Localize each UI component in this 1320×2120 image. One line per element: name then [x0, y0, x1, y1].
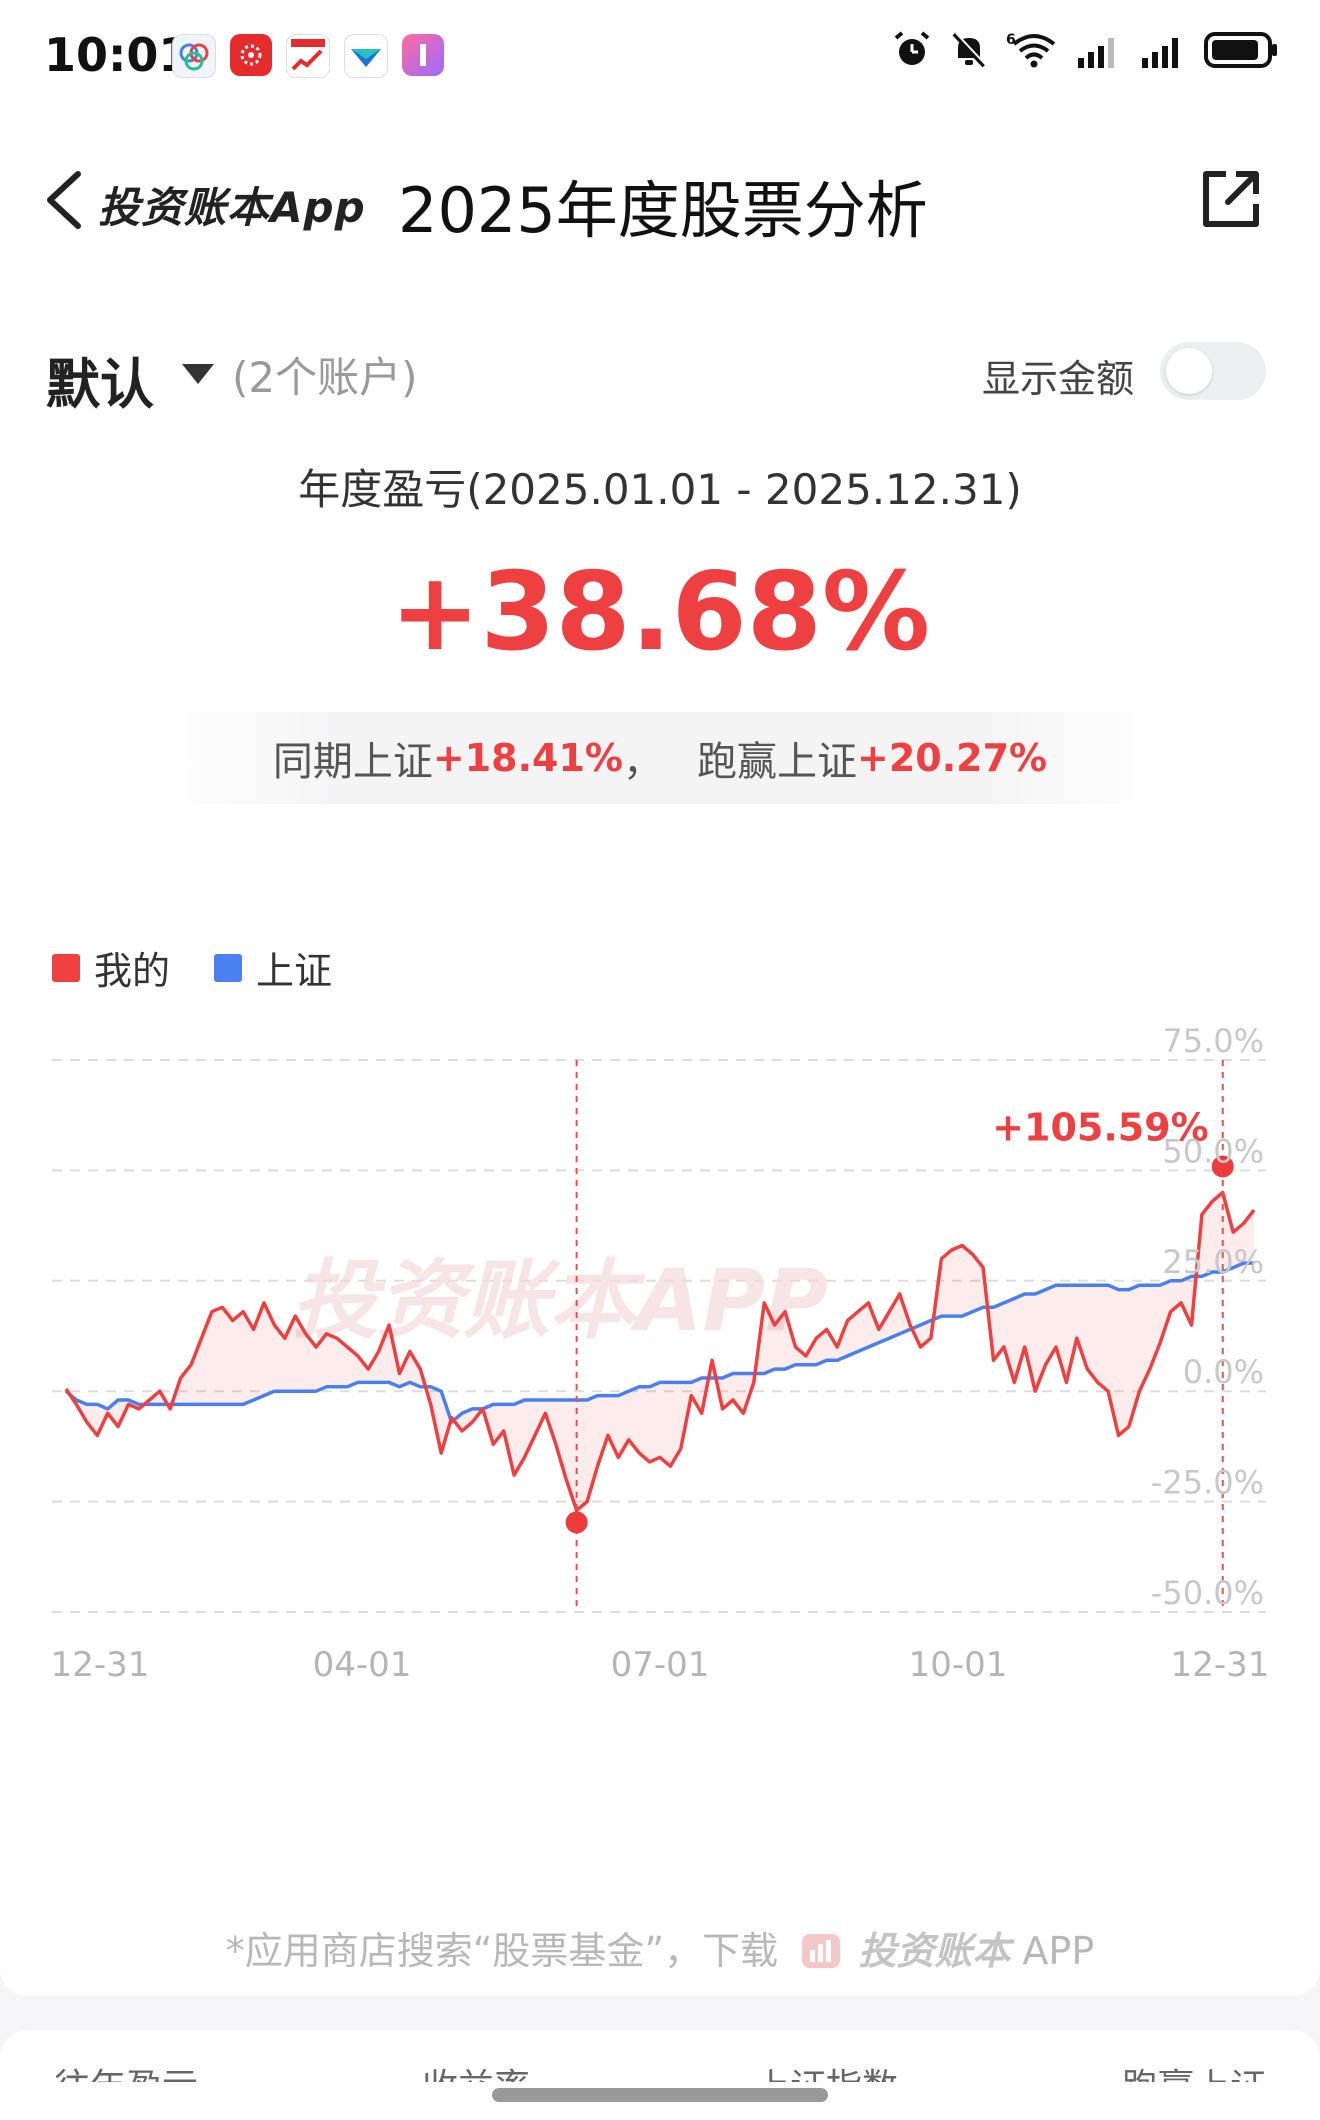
legend-swatch-mine	[52, 953, 80, 982]
show-amount-toggle[interactable]	[1160, 342, 1266, 400]
summary-header: 收益率	[422, 2058, 530, 2082]
compare-separator: ，	[623, 739, 663, 785]
signal-icon	[1142, 38, 1178, 68]
app-icon-pink-info-icon	[402, 34, 444, 76]
index-label: 同期上证	[272, 739, 433, 785]
x-tick-label: 07-01	[611, 1645, 710, 1685]
y-tick-label: 50.0%	[1162, 1132, 1264, 1170]
marker-low-dot	[565, 1511, 588, 1534]
chart-watermark: 投资账本APP	[292, 1251, 829, 1351]
mute-icon	[952, 32, 987, 68]
caret-down-icon[interactable]	[180, 360, 216, 388]
x-tick-label: 12-31	[1171, 1645, 1270, 1685]
series-diff-area	[66, 1192, 1254, 1511]
legend-label-mine: 我的	[94, 949, 171, 993]
analysis-card: 默认 (2个账户) 显示金额 年度盈亏(2025.01.01 - 2025.12…	[0, 280, 1320, 1996]
footer-note-text: *应用商店搜索“股票基金”，下载	[225, 1929, 779, 1973]
y-tick-label: 0.0%	[1183, 1353, 1264, 1391]
compare-bar: 同期上证 +18.41% ， 跑赢上证 +20.27%	[162, 712, 1158, 804]
notification-app-icons	[172, 34, 444, 78]
marker-high-dot	[1211, 1155, 1234, 1178]
app-icon-blue-arrow-icon	[344, 34, 388, 78]
wifi-6-icon: 6	[1006, 32, 1056, 68]
legend-item-index[interactable]: 上证	[214, 940, 332, 995]
summary-header: 往年盈亏	[54, 2058, 198, 2082]
status-right-icons: 6	[892, 30, 1280, 70]
x-tick-label: 04-01	[313, 1645, 412, 1685]
profit-line-chart[interactable]: 投资账本APP +105.59% 75.0% 50.0% 25.0% 0.0% -25.0%…	[0, 280, 1320, 1880]
nav-brand[interactable]: 投资账本App	[98, 183, 366, 232]
alarm-icon	[894, 31, 930, 65]
x-tick-label: 10-01	[909, 1645, 1008, 1685]
series-line-mine	[64, 1190, 1256, 1513]
show-amount-label: 显示金额	[981, 357, 1134, 401]
legend-label-index: 上证	[256, 949, 333, 993]
legend-swatch-index	[214, 953, 243, 982]
nav-bar: 投资账本App 2025年度股票分析	[0, 110, 1320, 280]
index-value: +18.41%	[432, 736, 623, 780]
account-count: (2个账户)	[232, 353, 418, 402]
footer-brand-suffix: APP	[1022, 1929, 1095, 1973]
status-time: 10:01	[44, 28, 191, 82]
app-icon-baidu-netdisk-icon	[172, 34, 216, 78]
chevron-left-icon	[47, 171, 81, 229]
app-icon-red-flower-icon	[230, 34, 272, 76]
summary-header: 上证指数	[754, 2058, 898, 2082]
summary-header-row: 往年盈亏 收益率 上证指数 跑赢上证	[54, 2058, 1266, 2082]
series-line-index	[64, 1261, 1254, 1424]
chart-legend: 我的 上证	[52, 940, 376, 995]
beat-label: 跑赢上证	[697, 739, 857, 785]
app-logo-icon	[802, 1934, 841, 1968]
max-value-label: +105.59%	[992, 1105, 1209, 1149]
beat-value: +20.27%	[857, 736, 1048, 780]
share-button[interactable]	[1198, 166, 1264, 232]
toggle-knob	[1166, 348, 1212, 394]
footer-brand: 投资账本	[858, 1929, 1011, 1973]
svg-text:6: 6	[1006, 32, 1016, 48]
annual-profit-label: 年度盈亏(2025.01.01 - 2025.12.31)	[298, 465, 1022, 514]
summary-card: 往年盈亏 收益率 上证指数 跑赢上证	[0, 2030, 1320, 2120]
legend-item-mine[interactable]: 我的	[52, 940, 170, 995]
battery-icon	[1204, 32, 1277, 68]
y-tick-label: -50.0%	[1151, 1574, 1264, 1612]
footer-note: *应用商店搜索“股票基金”，下载 投资账本 APP	[0, 1920, 1320, 1975]
y-tick-label: 25.0%	[1162, 1243, 1264, 1281]
app-icon-stock-chart-icon	[286, 34, 330, 78]
annual-profit-value: +38.68%	[389, 550, 931, 675]
account-selector[interactable]: 默认	[46, 353, 154, 416]
y-tick-label: -25.0%	[1151, 1464, 1264, 1502]
x-tick-label: 12-31	[51, 1645, 150, 1685]
home-indicator[interactable]	[492, 2088, 828, 2102]
signal-icon	[1078, 38, 1114, 68]
status-bar: 10:01 6	[0, 0, 1320, 110]
y-tick-label: 75.0%	[1162, 1022, 1264, 1060]
share-icon	[1203, 171, 1259, 227]
page-title: 2025年度股票分析	[398, 174, 928, 247]
summary-header: 跑赢上证	[1122, 2058, 1266, 2082]
back-button[interactable]	[40, 160, 96, 240]
